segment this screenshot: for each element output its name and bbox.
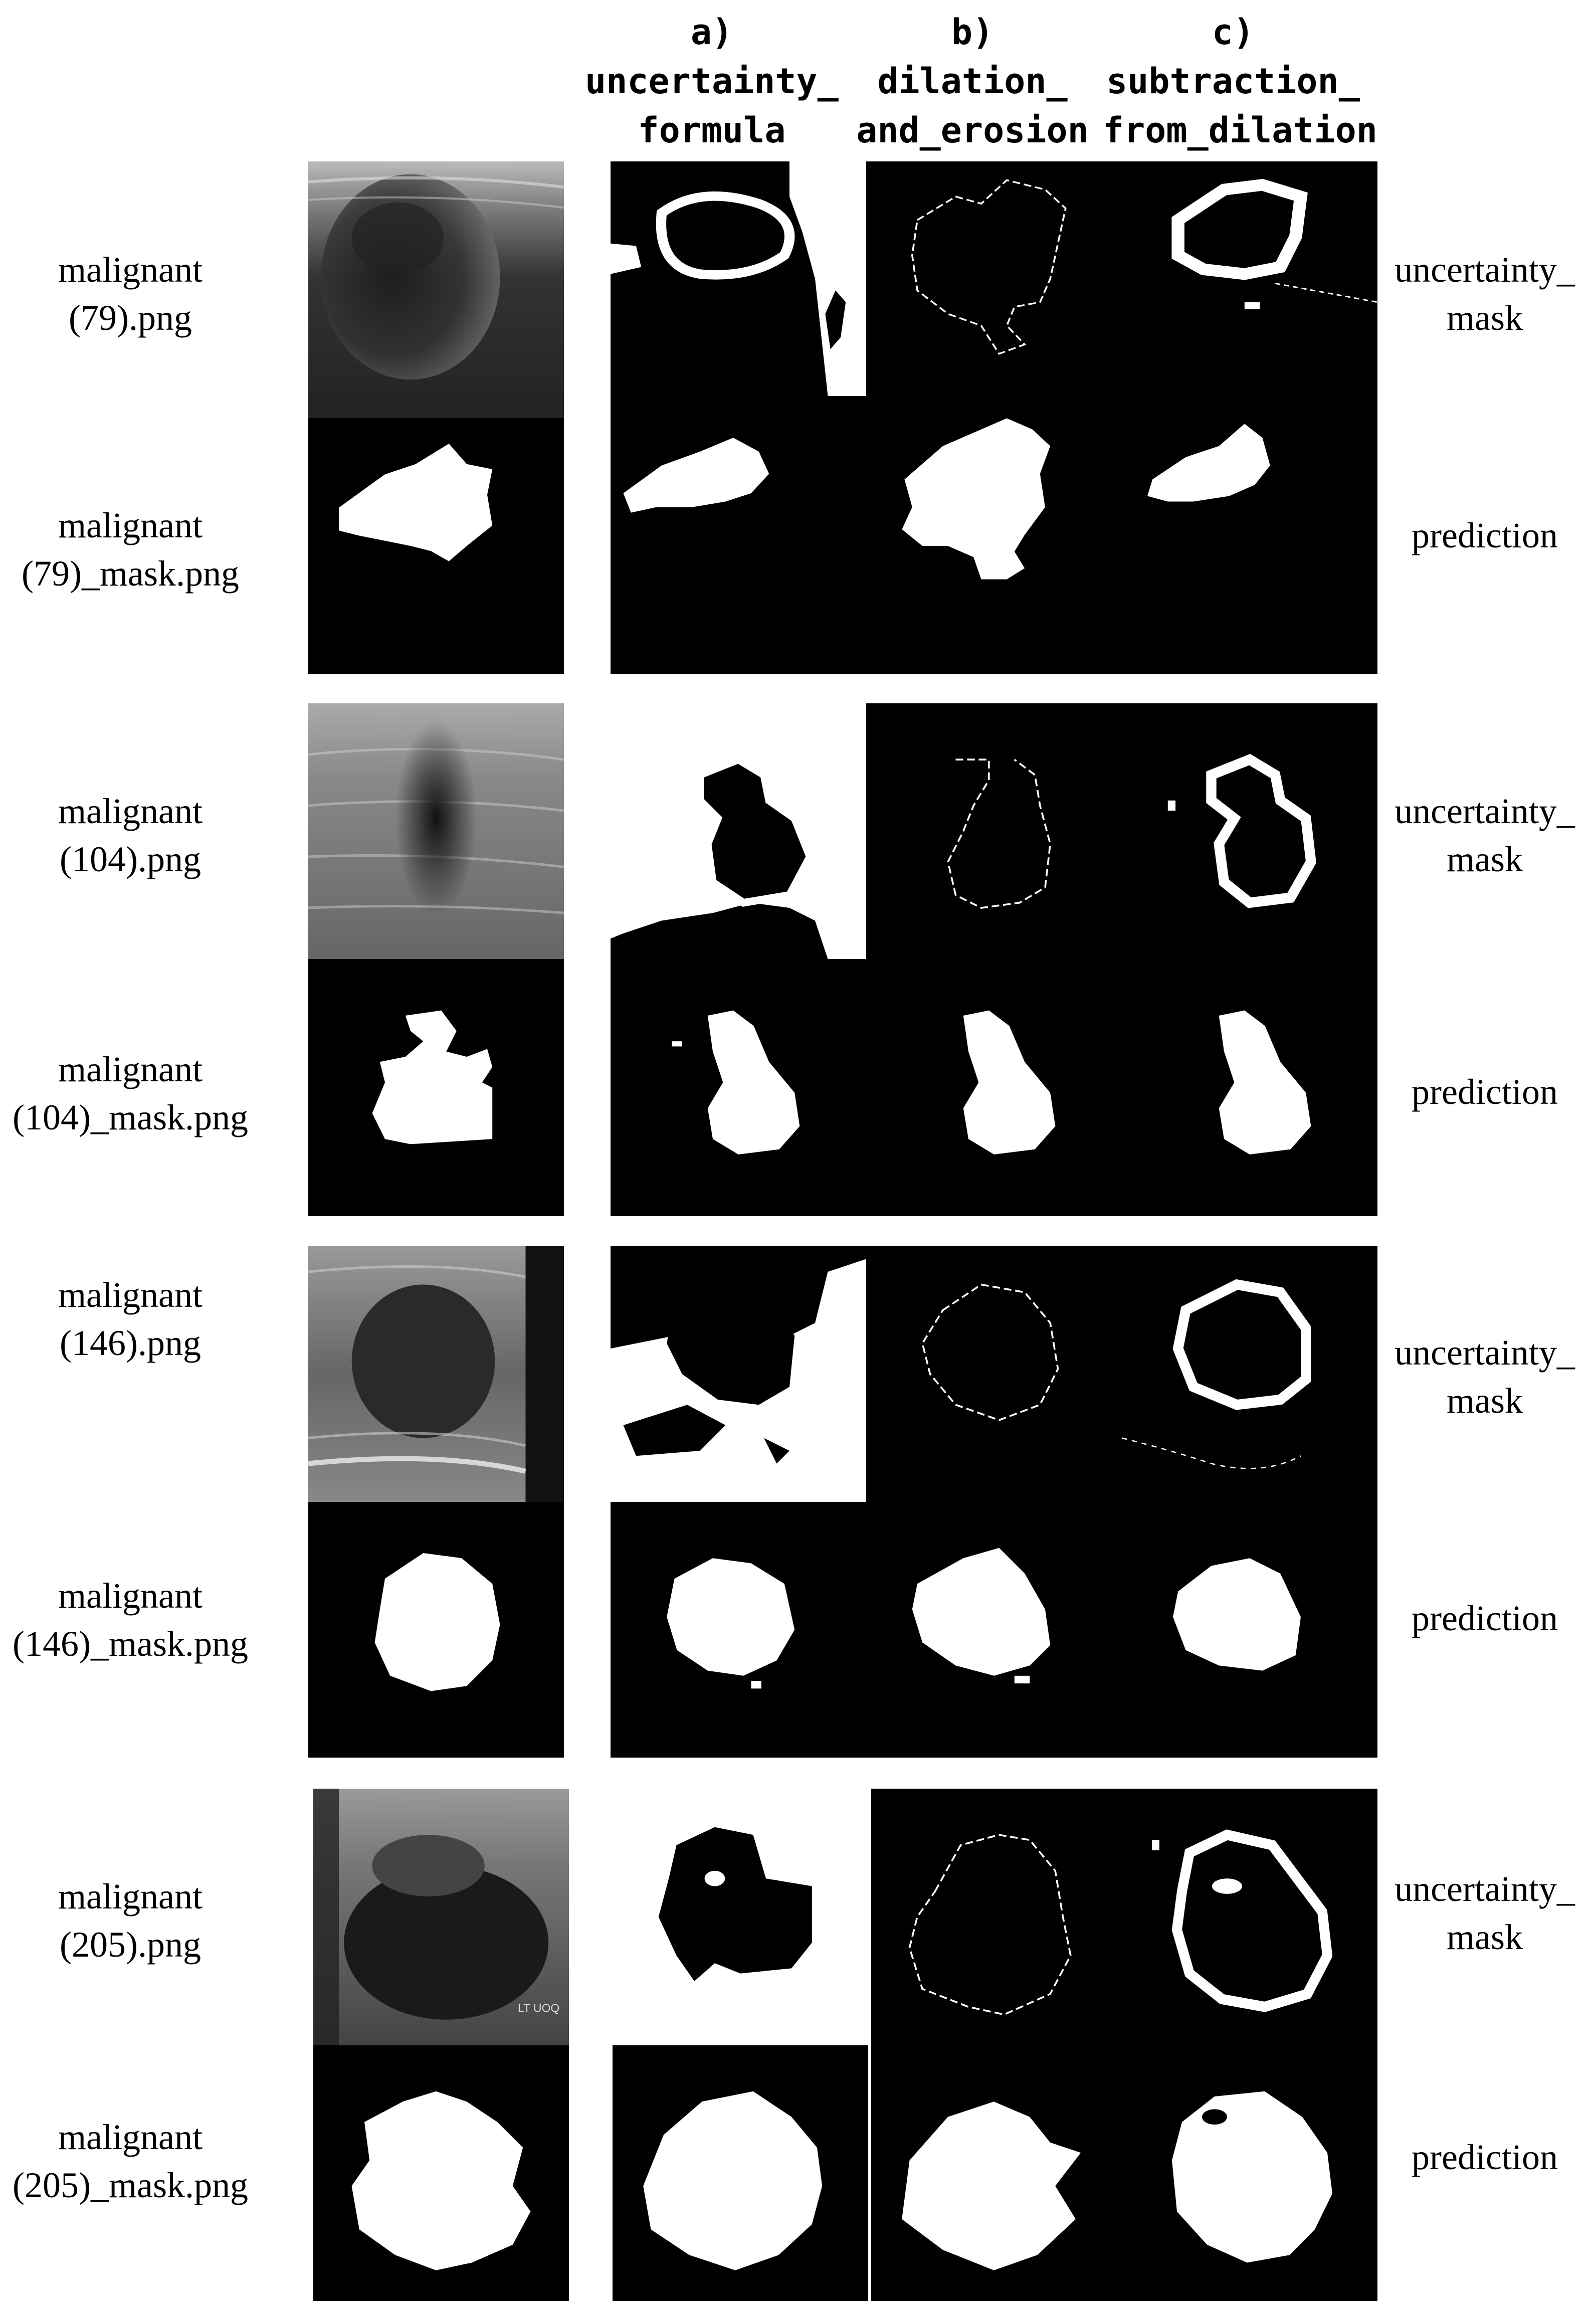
column-header-uncertainty-formula: a) uncertainty_ formula [581,8,842,155]
column-title-line1: dilation_ [877,61,1068,102]
dilation-erosion-mask [866,703,1122,959]
ultrasound-image [308,703,564,959]
uncertainty-formula-prediction [613,2045,868,2301]
uncertainty-formula-prediction [611,1502,866,1758]
ultrasound-image: LT UOQ [313,1789,569,2045]
ultrasound-annotation-text: LT UOQ [518,2001,559,2014]
prediction-label: prediction [1412,515,1558,555]
dilation-erosion-mask [866,1246,1122,1502]
column-title-line2: formula [638,110,786,151]
column-title-line2: and_erosion [856,110,1089,151]
dilation-erosion-prediction [866,959,1122,1216]
dilation-erosion-prediction [866,1502,1122,1758]
ground-truth-mask [308,1502,564,1758]
uncertainty-mask-label: uncertainty_ mask [1394,791,1575,879]
column-header-dilation-erosion: b) dilation_ and_erosion [842,8,1103,155]
prediction-label: prediction [1412,2137,1558,2177]
mask-label: malignant (205)_mask.png [13,2117,248,2205]
subtraction-dilation-prediction [1127,2045,1377,2301]
subtraction-dilation-prediction [1122,1502,1377,1758]
uncertainty-mask-label: uncertainty_ mask [1394,1332,1575,1421]
uncertainty-formula-mask [613,1789,868,2045]
uncertainty-mask-label: uncertainty_ mask [1394,1869,1575,1957]
prediction-label: prediction [1412,1598,1558,1638]
ground-truth-mask [308,959,564,1216]
subtraction-dilation-prediction [1122,959,1377,1216]
uncertainty-formula-prediction [611,396,866,674]
column-letter: b) [951,12,994,53]
image-label: malignant (205).png [58,1876,203,1965]
ground-truth-mask [308,418,564,674]
prediction-label: prediction [1412,1072,1558,1112]
uncertainty-mask-label: uncertainty_ mask [1394,250,1575,338]
column-letter: a) [690,12,733,53]
ground-truth-mask [313,2045,569,2301]
image-label: malignant (146).png [58,1275,203,1363]
mask-label: malignant (104)_mask.png [13,1049,248,1137]
subtraction-dilation-mask [1122,703,1377,959]
uncertainty-formula-mask [611,1246,866,1502]
column-title-line1: uncertainty_ [585,61,839,102]
column-title-line1: subtraction_ [1106,61,1360,102]
uncertainty-formula-prediction [611,959,866,1216]
dilation-erosion-prediction [866,396,1122,674]
column-header-subtraction-dilation: c) subtraction_ from_dilation [1103,8,1377,155]
subtraction-dilation-prediction [1122,396,1377,674]
mask-label: malignant (146)_mask.png [13,1576,248,1664]
uncertainty-formula-mask [611,703,866,959]
subtraction-dilation-mask [1122,161,1377,396]
subtraction-dilation-mask [1127,1789,1377,2045]
image-label: malignant (104).png [58,791,203,879]
subtraction-dilation-mask [1122,1246,1377,1502]
mask-label: malignant (79)_mask.png [22,505,239,594]
ultrasound-image [308,161,564,418]
ultrasound-image [308,1246,564,1502]
column-title-line2: from_dilation [1103,110,1377,151]
uncertainty-formula-mask [611,161,866,396]
dilation-erosion-mask [871,1789,1127,2045]
column-letter: c) [1212,12,1255,53]
dilation-erosion-prediction [871,2045,1127,2301]
image-label: malignant (79).png [58,250,203,338]
dilation-erosion-mask [866,161,1122,396]
